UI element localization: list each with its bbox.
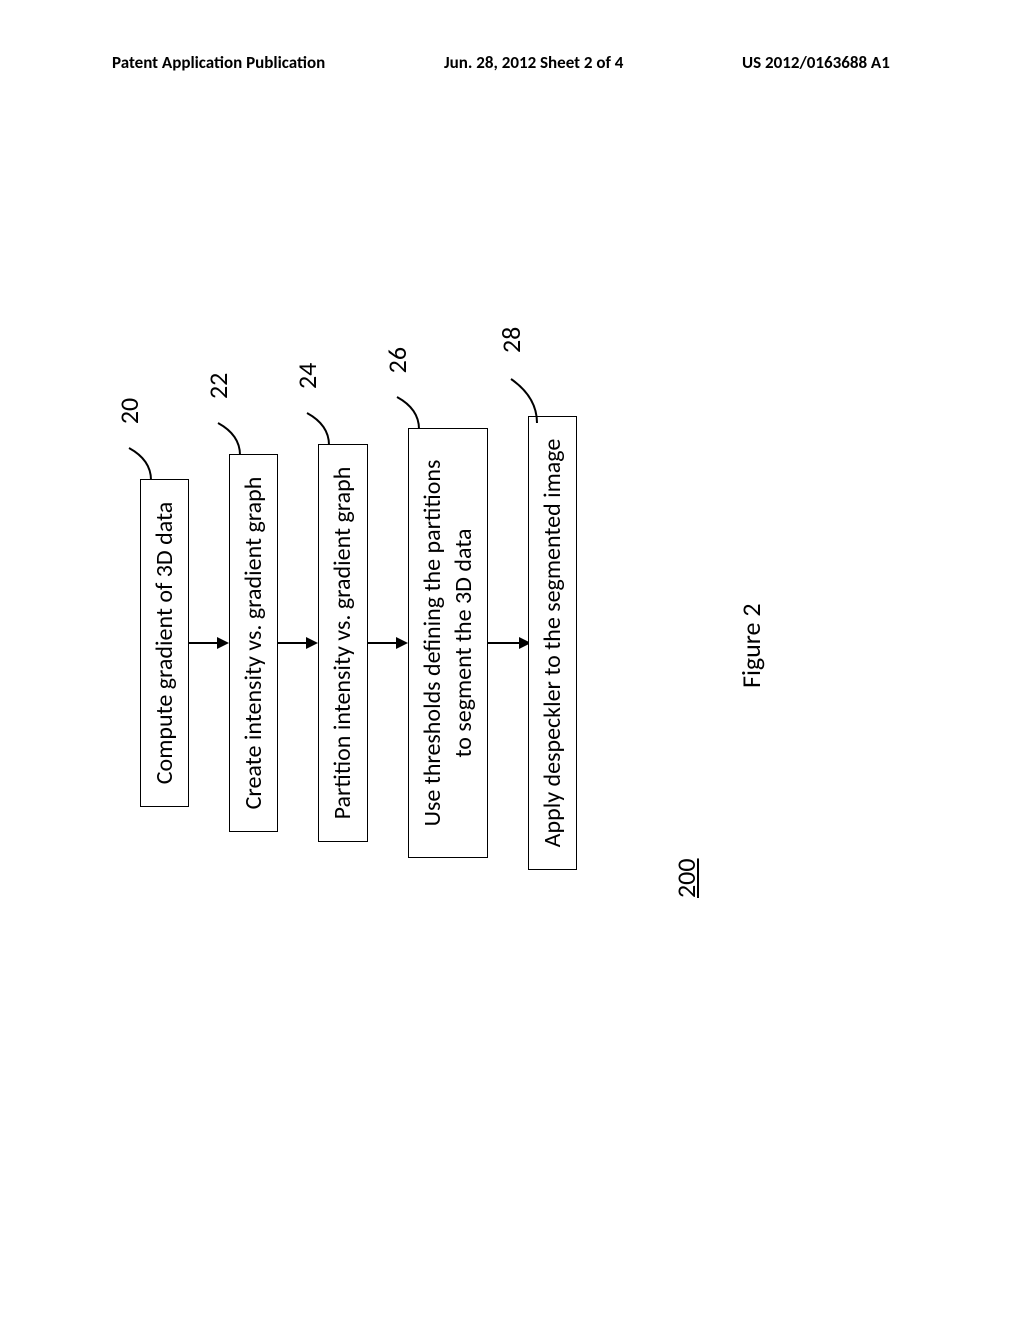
header-left: Patent Application Publication — [112, 52, 325, 73]
ref-connector — [123, 432, 153, 480]
flow-node-label: Create intensity vs. gradient graph — [239, 477, 268, 810]
header-right: US 2012/0163688 A1 — [742, 52, 890, 73]
flow-node-label: Partition intensity vs. gradient graph — [328, 467, 357, 820]
ref-connector — [391, 381, 421, 429]
flowchart-figure: Compute gradient of 3D data 20 Create in… — [140, 358, 830, 928]
ref-label-20: 20 — [113, 398, 147, 424]
flow-node-22: Create intensity vs. gradient graph 22 — [229, 454, 278, 833]
flow-arrow — [488, 633, 528, 653]
figure-caption: Figure 2 — [735, 603, 767, 688]
ref-label-22: 22 — [202, 373, 236, 399]
flow-arrow — [368, 633, 408, 653]
flow-node-28: Apply despeckler to the segmented image … — [528, 416, 577, 871]
flow-arrow — [278, 633, 318, 653]
flow-node-24: Partition intensity vs. gradient graph 2… — [318, 444, 367, 843]
page-header: Patent Application Publication Jun. 28, … — [0, 52, 1024, 78]
figure-number: 200 — [670, 858, 702, 898]
flow-node-label: Compute gradient of 3D data — [150, 502, 179, 784]
flow-node-label: Use thresholds defining the partitions t… — [418, 460, 478, 827]
flow-node-label: Apply despeckler to the segmented image — [538, 439, 567, 848]
header-center: Jun. 28, 2012 Sheet 2 of 4 — [444, 52, 623, 73]
ref-label-26: 26 — [381, 347, 415, 373]
ref-connector — [507, 365, 541, 423]
ref-connector — [301, 397, 331, 445]
ref-label-24: 24 — [291, 363, 325, 389]
flow-node-26: Use thresholds defining the partitions t… — [408, 428, 488, 858]
flowchart: Compute gradient of 3D data 20 Create in… — [140, 358, 577, 928]
ref-label-28: 28 — [495, 327, 529, 353]
flow-arrow — [189, 633, 229, 653]
flow-node-20: Compute gradient of 3D data 20 — [140, 479, 189, 807]
ref-connector — [212, 407, 242, 455]
